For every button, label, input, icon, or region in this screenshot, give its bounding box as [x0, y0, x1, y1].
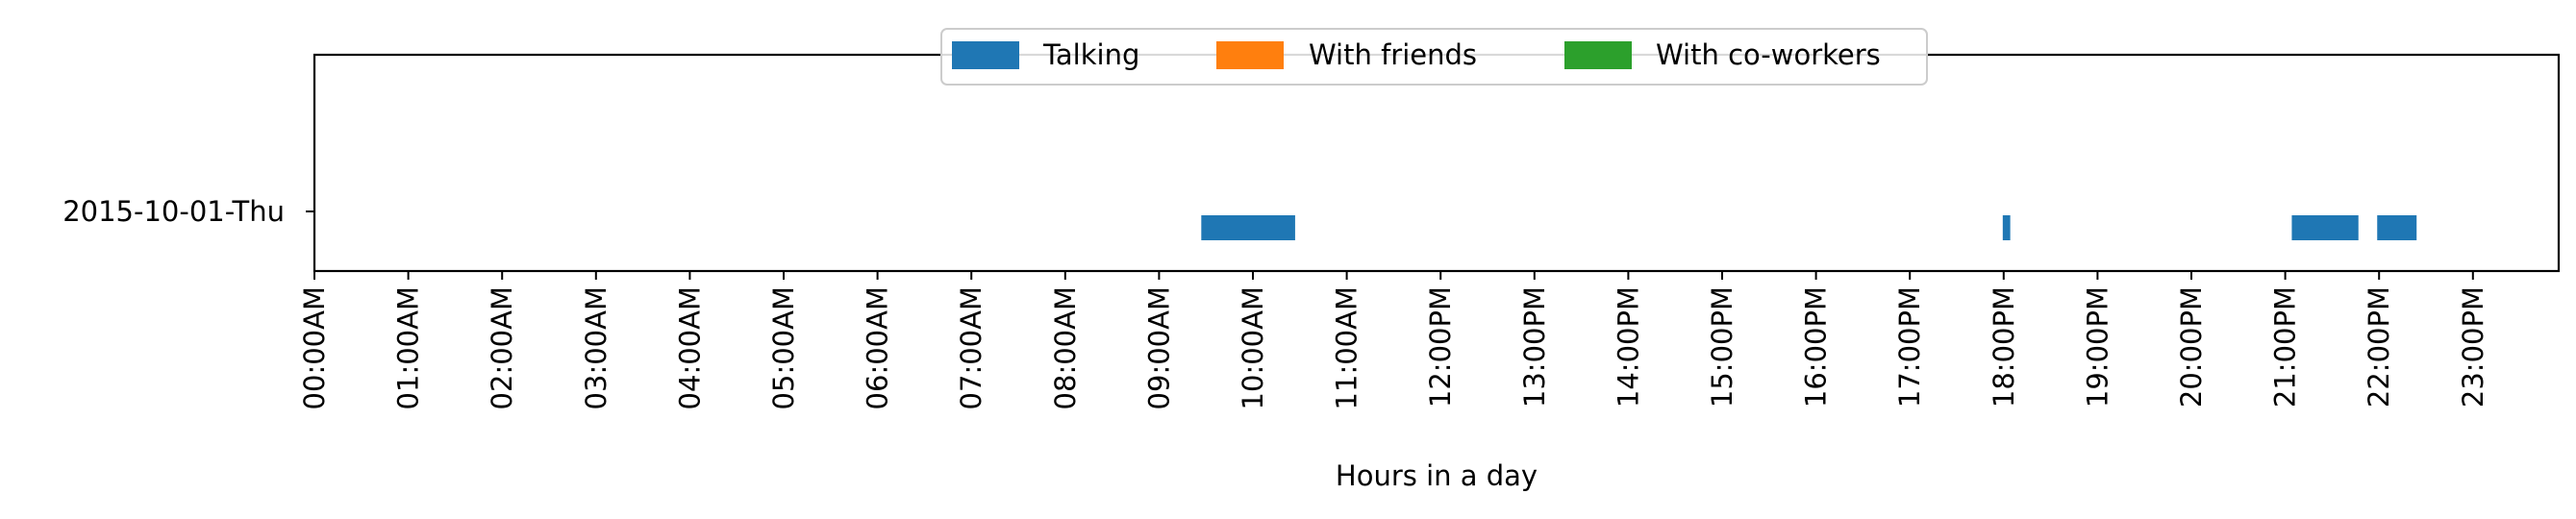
legend-label-with-co-workers: With co-workers: [1656, 38, 1881, 71]
x-tick-label: 12:00PM: [1424, 286, 1457, 408]
legend-swatch-with-friends: [1216, 41, 1284, 69]
x-tick-label: 07:00AM: [955, 286, 988, 409]
x-tick-label: 17:00PM: [1893, 286, 1926, 408]
x-tick-label: 14:00PM: [1612, 286, 1644, 408]
x-axis-title: Hours in a day: [1336, 459, 1538, 492]
x-tick-label: 00:00AM: [298, 286, 331, 409]
x-tick-label: 03:00AM: [580, 286, 613, 409]
x-tick-label: 23:00PM: [2457, 286, 2489, 408]
y-axis: 2015-10-01-Thu: [63, 195, 314, 228]
y-tick-label: 2015-10-01-Thu: [63, 195, 285, 228]
x-tick-label: 01:00AM: [392, 286, 425, 409]
bar-talking: [1201, 215, 1295, 240]
x-tick-label: 16:00PM: [1800, 286, 1833, 408]
x-tick-label: 19:00PM: [2081, 286, 2113, 408]
bars: [1201, 215, 2417, 240]
legend: Talking With friends With co-workers: [940, 28, 1928, 86]
x-tick-label: 13:00PM: [1518, 286, 1551, 408]
legend-label-talking: Talking: [1042, 38, 1139, 71]
legend-swatch-with-co-workers: [1564, 41, 1632, 69]
x-tick-label: 11:00AM: [1331, 286, 1363, 409]
x-tick-label: 09:00AM: [1142, 286, 1175, 409]
x-tick-label: 22:00PM: [2363, 286, 2395, 408]
x-tick-label: 06:00AM: [862, 286, 894, 409]
plot-frame: [313, 53, 2561, 273]
bar-talking: [2291, 215, 2359, 240]
x-tick-label: 08:00AM: [1049, 286, 1082, 409]
x-axis: 00:00AM 01:00AM 02:00AM 03:00AM 04:00AM 05:00…: [298, 271, 2489, 409]
bar-talking: [2002, 215, 2011, 240]
bar-talking: [2377, 215, 2417, 240]
x-tick-label: 02:00AM: [486, 286, 518, 409]
x-tick-label: 21:00PM: [2269, 286, 2302, 408]
x-tick-label: 05:00AM: [767, 286, 800, 409]
x-tick-label: 18:00PM: [1988, 286, 2020, 408]
legend-swatch-talking: [952, 41, 1019, 69]
x-tick-label: 20:00PM: [2175, 286, 2208, 408]
x-tick-label: 04:00AM: [673, 286, 706, 409]
x-tick-label: 10:00AM: [1237, 286, 1269, 409]
x-tick-label: 15:00PM: [1706, 286, 1738, 408]
legend-label-with-friends: With friends: [1309, 38, 1477, 71]
legend-frame: [940, 28, 1928, 86]
